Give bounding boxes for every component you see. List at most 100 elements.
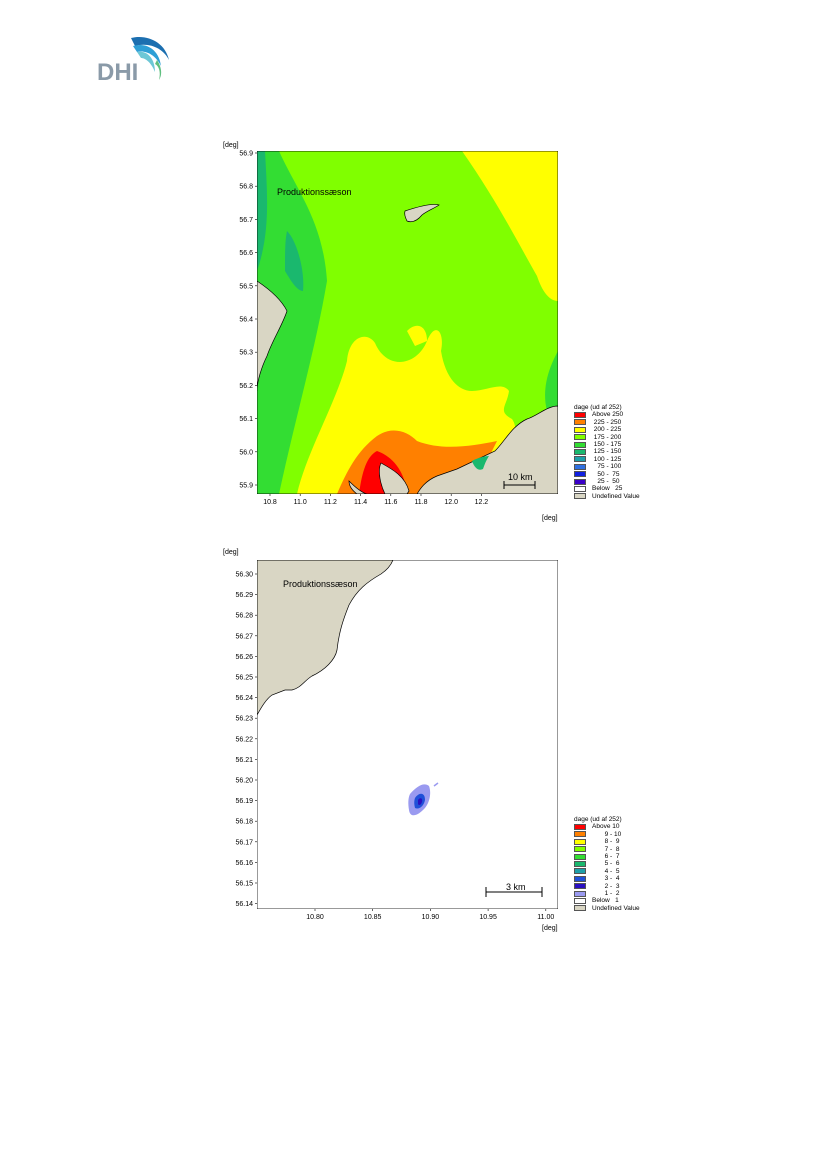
contour-low-patch [472, 456, 489, 470]
legend-swatch [574, 471, 586, 478]
legend-title: dage (ud af 252) [574, 404, 622, 411]
map-panel-1: [deg] 56.9 56.8 56.7 56.6 56.5 56.4 56.3 56.2 56… [220, 138, 650, 523]
y-tick-label: 56.3 [239, 350, 253, 357]
legend-item: Undefined Value [574, 905, 640, 912]
legend-swatch [574, 868, 586, 875]
legend-item: 50 - 75 [574, 471, 640, 478]
legend-label: 50 - 75 [592, 470, 620, 478]
x-tick-label: 11.0 [294, 499, 307, 506]
legend-swatch [574, 456, 586, 463]
legend-item: 150 - 175 [574, 441, 640, 448]
y-tick-label: 56.14 [235, 901, 253, 908]
y-tick-label: 56.18 [235, 819, 253, 826]
legend-label: 175 - 200 [592, 433, 622, 441]
legend-swatch [574, 831, 586, 838]
x-tick-label: 10.80 [306, 914, 324, 921]
legend-label: Undefined Value [592, 904, 640, 912]
map-1-scale-label: 10 km [508, 472, 533, 482]
y-tick-label: 56.8 [239, 184, 253, 191]
map-2-y-ticks: 56.30 56.29 56.28 56.27 56.26 56.25 56.24 56.23… [235, 572, 257, 908]
x-tick-label: 10.95 [479, 914, 497, 921]
legend-swatch [574, 883, 586, 890]
land-island-north [404, 204, 440, 223]
y-tick-label: 56.2 [239, 383, 253, 390]
y-tick-label: 56.9 [239, 151, 253, 158]
x-tick-label: 10.85 [364, 914, 382, 921]
legend-swatch [574, 426, 586, 433]
map-2-scale-bar: 3 km [485, 882, 543, 897]
legend-swatch [574, 412, 586, 419]
y-tick-label: 56.21 [235, 757, 253, 764]
legend-label: 4 - 5 [592, 867, 620, 875]
legend-item: 25 - 50 [574, 478, 640, 485]
legend-label: 8 - 9 [592, 838, 620, 846]
legend-label: 100 - 125 [592, 455, 622, 463]
map-2-title: Produktionssæson [283, 579, 358, 589]
legend-swatch [574, 486, 586, 492]
map-1-scale-bar: 10 km [503, 472, 536, 489]
legend-item: 5 - 6 [574, 860, 640, 867]
legend-label: 7 - 8 [592, 845, 620, 853]
legend-swatch [574, 846, 586, 853]
legend-swatch [574, 875, 586, 882]
map-1-y-unit: [deg] [223, 142, 239, 149]
legend-item: Below 25 [574, 485, 640, 492]
legend-label: 3 - 4 [592, 875, 620, 883]
legend-label: 150 - 175 [592, 440, 622, 448]
x-tick-label: 11.4 [354, 499, 367, 506]
legend-swatch [574, 905, 586, 912]
legend-swatch [574, 898, 586, 904]
legend-item: Above 250 [574, 411, 640, 418]
y-tick-label: 56.20 [235, 778, 253, 785]
x-tick-label: 11.00 [537, 914, 554, 921]
legend-label: 25 - 50 [592, 477, 620, 485]
legend-label: 125 - 150 [592, 448, 622, 456]
legend-swatch [574, 493, 586, 500]
legend-swatch [574, 853, 586, 860]
legend-item: 7 - 8 [574, 846, 640, 853]
legend-label: 5 - 6 [592, 860, 620, 868]
legend-swatch [574, 861, 586, 868]
contour-2-3 [418, 798, 423, 806]
legend-item: 200 - 225 [574, 426, 640, 433]
x-tick-label: 10.8 [263, 499, 277, 506]
legend-item: 1 - 2 [574, 890, 640, 897]
y-tick-label: 56.16 [235, 860, 253, 867]
y-tick-label: 56.17 [235, 839, 253, 846]
legend-swatch [574, 419, 586, 426]
y-tick-label: 56.19 [235, 798, 253, 805]
legend-label: 6 - 7 [592, 852, 620, 860]
contour-125-150-patch [285, 231, 304, 291]
legend-swatch [574, 478, 586, 485]
y-tick-label: 56.26 [235, 654, 253, 661]
legend-item: 6 - 7 [574, 853, 640, 860]
legend-swatch [574, 434, 586, 441]
logo-text: DHI [97, 59, 138, 82]
y-tick-label: 56.15 [235, 881, 253, 888]
legend-label: 225 - 250 [592, 418, 622, 426]
dhi-logo: DHI [97, 36, 172, 86]
legend-label: Below 25 [592, 485, 623, 493]
y-tick-label: 56.30 [235, 572, 253, 579]
legend-item: 3 - 4 [574, 875, 640, 882]
y-tick-label: 56.6 [239, 250, 253, 257]
y-tick-label: 56.24 [235, 695, 253, 702]
legend-swatch [574, 838, 586, 845]
land-island-south [379, 462, 410, 494]
y-tick-label: 56.23 [235, 716, 253, 723]
land-west [257, 280, 288, 392]
y-tick-label: 56.25 [235, 675, 253, 682]
x-tick-label: 11.6 [384, 499, 397, 506]
map-2-y-unit: [deg] [223, 549, 239, 556]
y-tick-label: 56.1 [239, 416, 253, 423]
map-1-x-ticks: 10.8 11.0 11.2 11.4 11.6 11.8 12.0 12.2 [263, 494, 488, 506]
legend-swatch [574, 449, 586, 456]
legend-swatch [574, 441, 586, 448]
map-2-figure: [deg] 56.30 56.29 56.28 56.27 56.26 56.25 56.2… [223, 549, 558, 932]
x-tick-label: 12.2 [475, 499, 489, 506]
legend-label: Above 10 [592, 823, 620, 831]
x-tick-label: 11.8 [414, 499, 427, 506]
map-1-title: Produktionssæson [277, 187, 352, 197]
legend-item: 8 - 9 [574, 838, 640, 845]
y-tick-label: 56.0 [239, 449, 253, 456]
